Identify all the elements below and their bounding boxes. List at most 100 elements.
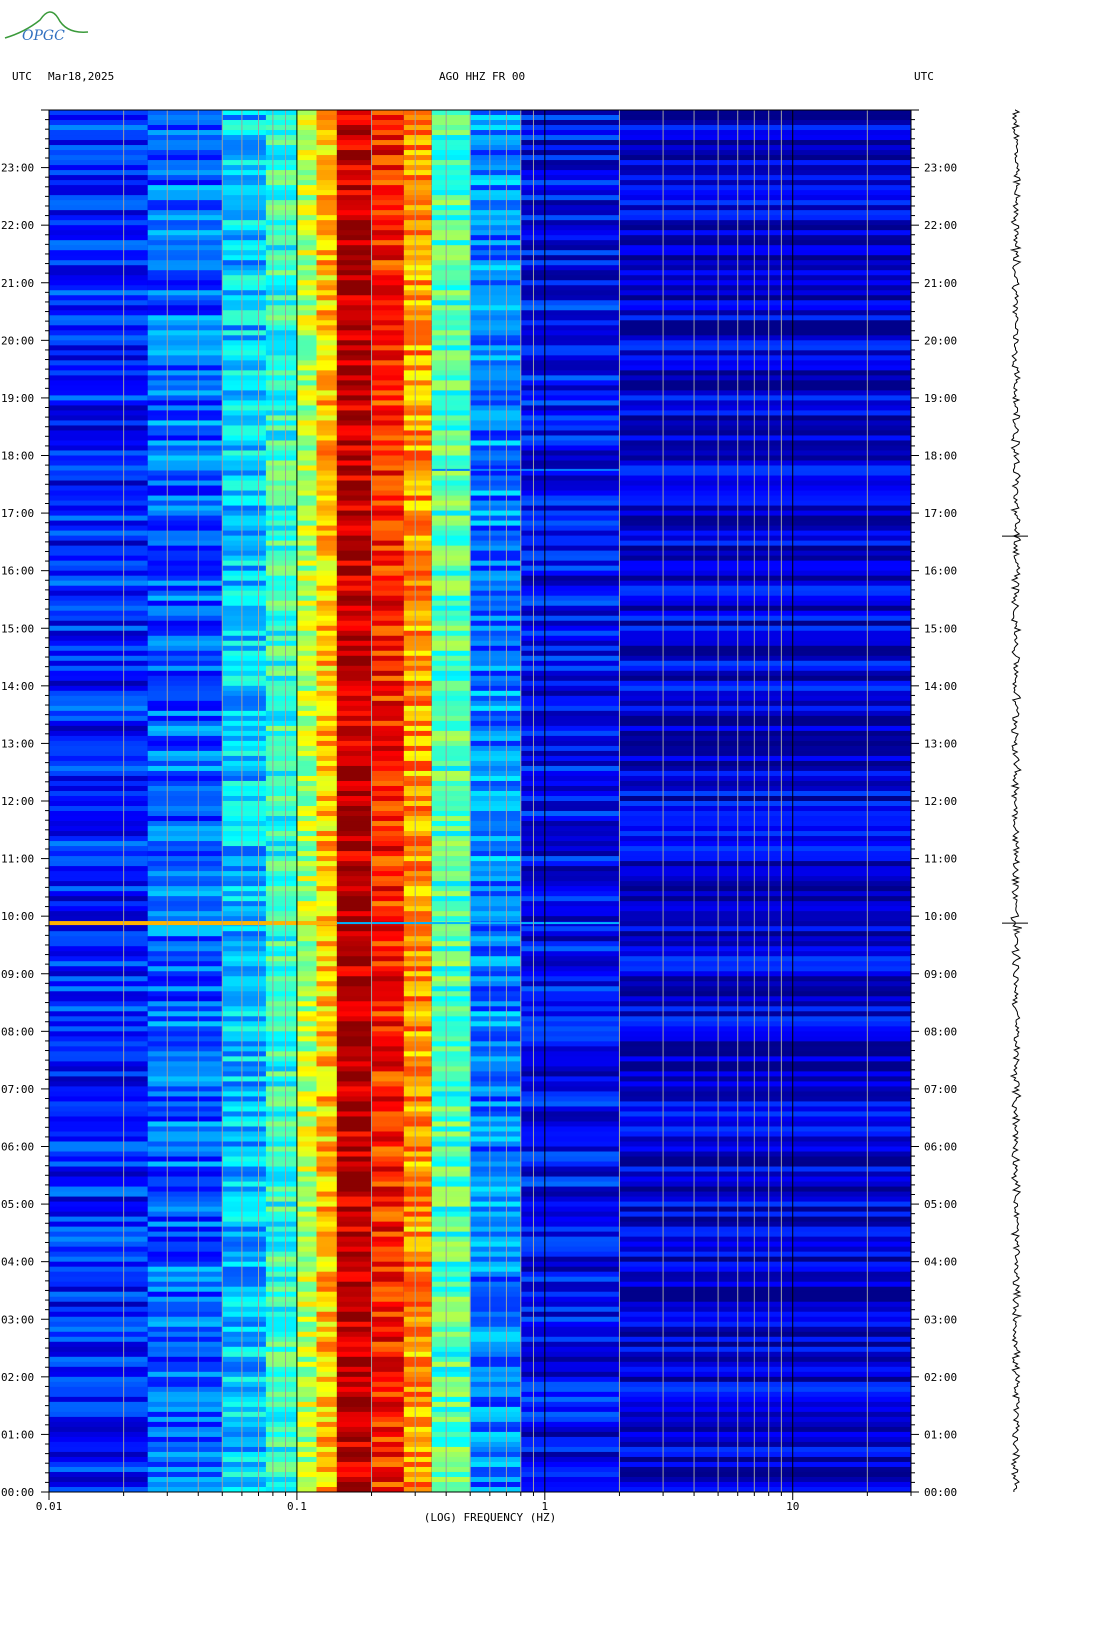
heatmap-cell (403, 1106, 432, 1112)
heatmap-cell (371, 250, 404, 256)
heatmap-cell (296, 1256, 317, 1263)
heatmap-cell (296, 520, 317, 526)
heatmap-cell (222, 926, 266, 932)
heatmap-cell (296, 1071, 317, 1077)
heatmap-cell (296, 1271, 317, 1278)
heatmap-cell (147, 650, 223, 657)
heatmap-cell (470, 1211, 521, 1217)
heatmap-cell (316, 1206, 337, 1212)
heatmap-cell (316, 831, 337, 837)
heatmap-cell (619, 440, 911, 446)
heatmap-cell (371, 615, 404, 622)
heatmap-cell (619, 1466, 911, 1473)
heatmap-cell (403, 1366, 432, 1373)
heatmap-cell (403, 1161, 432, 1167)
heatmap-cell (403, 1021, 432, 1027)
heatmap-cell (265, 1211, 297, 1217)
heatmap-cell (147, 961, 223, 967)
heatmap-cell (296, 730, 317, 737)
heatmap-cell (470, 210, 521, 216)
heatmap-cell (403, 405, 432, 411)
heatmap-cell (371, 720, 404, 727)
heatmap-cell (222, 185, 266, 191)
y-axis-left: 00:0001:0002:0003:0004:0005:0006:0007:00… (1, 109, 49, 1499)
heatmap-cell (147, 660, 223, 667)
heatmap-cell (431, 1191, 471, 1197)
heatmap-cell (431, 320, 471, 326)
heatmap-cell (316, 235, 337, 241)
heatmap-cell (520, 525, 620, 532)
heatmap-cell (336, 345, 372, 351)
heatmap-cell (222, 1411, 266, 1418)
heatmap-cell (222, 735, 266, 742)
heatmap-cell (336, 530, 372, 537)
heatmap-cell (147, 881, 223, 887)
heatmap-cell (336, 655, 372, 662)
heatmap-cell (316, 770, 337, 777)
heatmap-cell (619, 475, 911, 481)
heatmap-cell (520, 1376, 620, 1383)
heatmap-cell (222, 866, 266, 872)
heatmap-cell (403, 625, 432, 632)
heatmap-cell (265, 340, 297, 346)
heatmap-cell (265, 1161, 297, 1167)
heatmap-cell (49, 230, 148, 236)
heatmap-cell (470, 335, 521, 341)
heatmap-cell (316, 1211, 337, 1217)
heatmap-cell (316, 1131, 337, 1137)
heatmap-cell (265, 1036, 297, 1042)
heatmap-cell (403, 125, 432, 131)
heatmap-cell (147, 1311, 223, 1318)
heatmap-cell (316, 370, 337, 376)
heatmap-cell (431, 645, 471, 652)
heatmap-cell (296, 720, 317, 727)
heatmap-cell (147, 1231, 223, 1238)
heatmap-cell (403, 705, 432, 712)
heatmap-cell (265, 710, 297, 717)
heatmap-cell (431, 1226, 471, 1233)
heatmap-cell (520, 345, 620, 351)
heatmap-cell (296, 230, 317, 236)
heatmap-cell (619, 1316, 911, 1323)
heatmap-cell (316, 460, 337, 466)
heatmap-cell (619, 215, 911, 221)
heatmap-cell (265, 365, 297, 371)
heatmap-cell (520, 280, 620, 286)
heatmap-cell (470, 375, 521, 381)
heatmap-cell (371, 831, 404, 837)
heatmap-cell (49, 355, 148, 361)
heatmap-cell (371, 991, 404, 997)
heatmap-cell (147, 450, 223, 456)
heatmap-cell (316, 120, 337, 126)
heatmap-cell (371, 1056, 404, 1062)
heatmap-cell (316, 1166, 337, 1172)
heatmap-cell (470, 230, 521, 236)
heatmap-cell (49, 916, 148, 922)
heatmap-cell (336, 130, 372, 136)
heatmap-cell (222, 1066, 266, 1072)
heatmap-cell (371, 775, 404, 782)
heatmap-cell (222, 255, 266, 261)
heatmap-cell (470, 420, 521, 426)
heatmap-cell (222, 300, 266, 306)
heatmap-cell (296, 350, 317, 356)
heatmap-cell (371, 260, 404, 266)
heatmap-cell (222, 230, 266, 236)
heatmap-cell (316, 1291, 337, 1298)
heatmap-cell (520, 270, 620, 276)
heatmap-cell (371, 230, 404, 236)
heatmap-cell (222, 450, 266, 456)
heatmap-cell (371, 1326, 404, 1333)
heatmap-cell (619, 896, 911, 902)
heatmap-cell (296, 125, 317, 131)
heatmap-cell (222, 1241, 266, 1248)
heatmap-cell (265, 670, 297, 677)
heatmap-cell (371, 1006, 404, 1012)
heatmap-cell (371, 1396, 404, 1403)
heatmap-cell (336, 1061, 372, 1067)
heatmap-cell (403, 946, 432, 952)
heatmap-cell (431, 715, 471, 722)
heatmap-cell (470, 700, 521, 707)
heatmap-cell (431, 690, 471, 697)
heatmap-cell (371, 140, 404, 146)
